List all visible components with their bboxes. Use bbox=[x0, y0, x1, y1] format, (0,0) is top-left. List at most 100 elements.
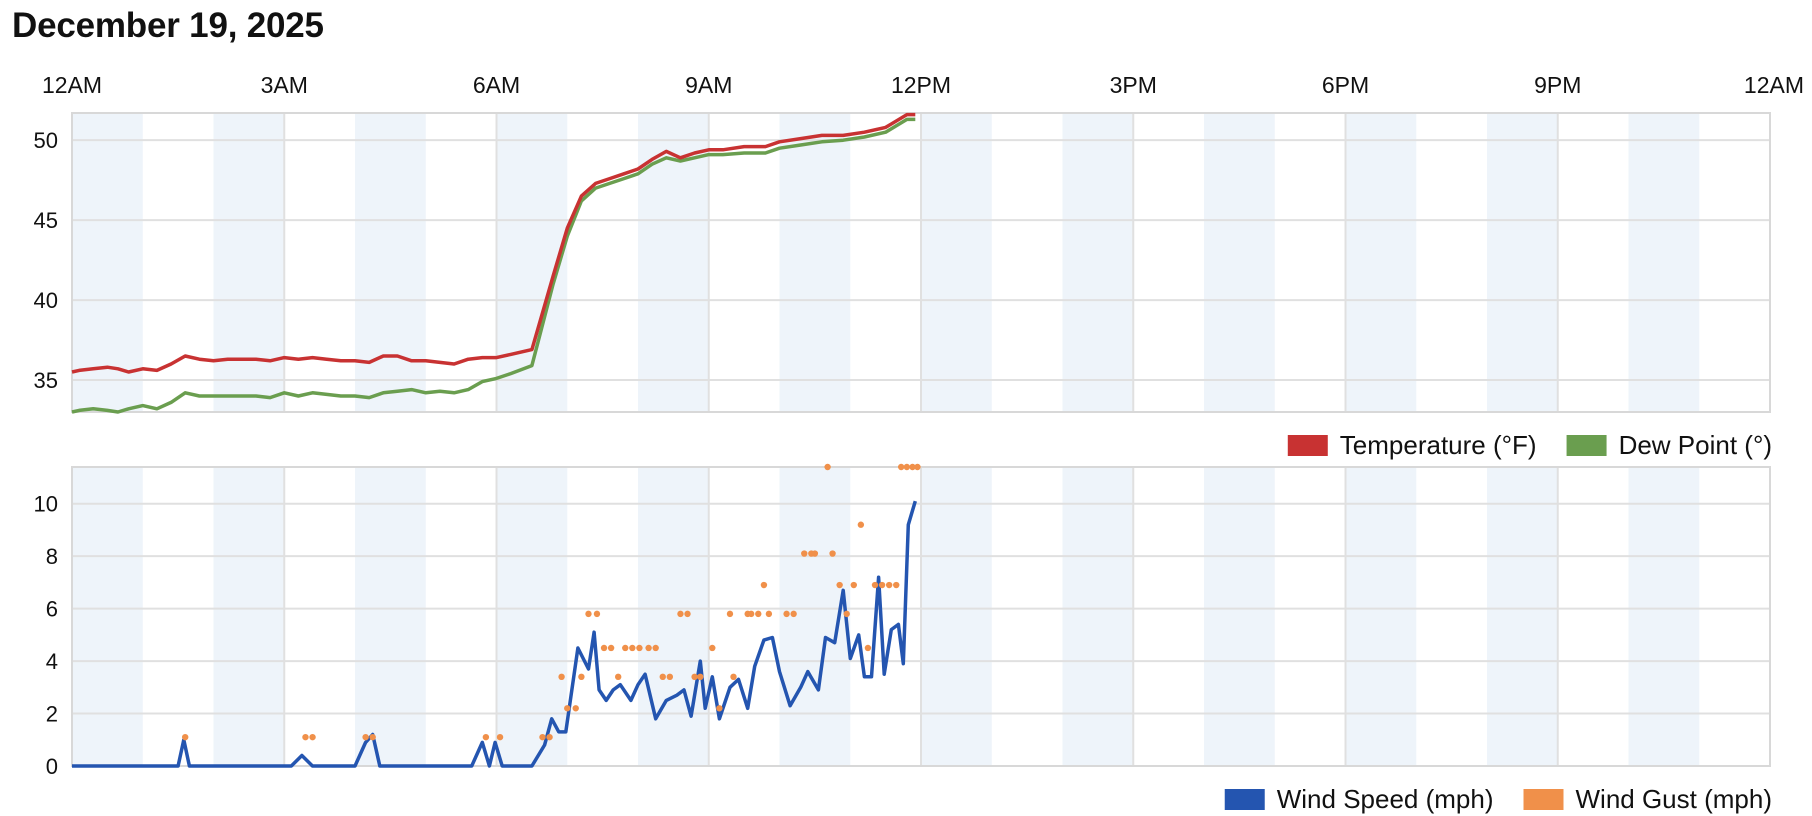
wind-gust-point bbox=[564, 705, 571, 712]
wind-gust-point bbox=[857, 521, 865, 528]
x-tick-label: 12AM bbox=[1744, 72, 1804, 98]
hour-band bbox=[1487, 113, 1558, 412]
hour-band bbox=[1487, 467, 1558, 766]
hour-band bbox=[72, 113, 143, 412]
x-tick-label: 6PM bbox=[1322, 72, 1369, 98]
x-tick-label: 6AM bbox=[473, 72, 520, 98]
wind-gust-point bbox=[726, 610, 734, 618]
wind-gust-point bbox=[850, 581, 857, 589]
wind-gust-point bbox=[369, 733, 376, 741]
wind-gust-point bbox=[666, 673, 674, 681]
temperature-line bbox=[71, 112, 916, 374]
wind-gust-point bbox=[748, 610, 755, 618]
wind-gust-point bbox=[755, 610, 762, 618]
wind-gust-point bbox=[182, 733, 189, 741]
wind-gust-point bbox=[578, 673, 585, 681]
wind-gust-point bbox=[645, 644, 652, 652]
x-axis-time-labels: 12AM 3AM 6AM 9AM 12PM 3PM 6PM 9PM 12AM bbox=[42, 72, 1804, 98]
wind-gust-point bbox=[539, 733, 546, 741]
wind-panel-frame bbox=[71, 466, 1771, 767]
hour-band bbox=[921, 467, 992, 766]
wind-gust-point bbox=[309, 733, 316, 741]
wind-gust-point bbox=[572, 705, 579, 712]
x-tick-label: 3PM bbox=[1110, 72, 1157, 98]
dew-point-line bbox=[71, 117, 916, 414]
legend-swatch bbox=[1566, 435, 1607, 456]
wind-gust-point bbox=[659, 673, 666, 681]
wind-gust-point bbox=[546, 733, 553, 741]
y-tick-label: 35 bbox=[34, 368, 58, 393]
legend-swatch bbox=[1287, 435, 1328, 456]
wind-gust-point bbox=[885, 581, 893, 589]
wind-gust-point bbox=[871, 581, 879, 589]
hour-band bbox=[1628, 467, 1700, 766]
wind-gust-point bbox=[482, 733, 490, 741]
wind-gust-point bbox=[909, 463, 916, 471]
wind-gust-point bbox=[897, 463, 905, 471]
y-tick-label: 6 bbox=[46, 597, 58, 622]
wind-gust-point bbox=[302, 733, 309, 741]
page-title: December 19, 2025 bbox=[12, 6, 324, 45]
hour-band bbox=[1345, 467, 1417, 766]
wind-gust-point bbox=[730, 673, 737, 681]
wind-gust-point bbox=[903, 463, 911, 471]
legend-label: Wind Gust (mph) bbox=[1576, 784, 1773, 814]
temperature-legend: Dew Point (°) Temperature (°F) bbox=[1287, 430, 1772, 460]
wind-panel: 0 2 4 6 8 10 bbox=[34, 463, 1771, 779]
wind-gust-point bbox=[760, 581, 768, 589]
wind-gust-point bbox=[614, 673, 622, 681]
hour-band bbox=[213, 467, 285, 766]
y-tick-label: 50 bbox=[34, 128, 58, 153]
hour-band bbox=[213, 113, 285, 412]
wind-gust-point bbox=[607, 644, 615, 652]
x-tick-label: 12PM bbox=[891, 72, 951, 98]
wind-gust-point bbox=[811, 550, 819, 557]
y-tick-label: 0 bbox=[46, 754, 58, 779]
y-tick-label: 10 bbox=[34, 492, 58, 517]
wind-gust-point bbox=[652, 644, 659, 652]
legend-swatch bbox=[1523, 789, 1564, 810]
y-tick-label: 2 bbox=[46, 702, 58, 727]
wind-legend: Wind Gust (mph) Wind Speed (mph) bbox=[1224, 784, 1773, 814]
x-tick-label: 9PM bbox=[1534, 72, 1581, 98]
wind-gust-point bbox=[496, 733, 504, 741]
x-tick-label: 3AM bbox=[261, 72, 308, 98]
y-tick-label: 8 bbox=[46, 544, 58, 569]
legend-swatch bbox=[1224, 789, 1265, 810]
hour-band bbox=[638, 467, 709, 766]
legend-label: Wind Speed (mph) bbox=[1277, 784, 1494, 814]
wind-gust-point bbox=[558, 673, 565, 681]
hour-band bbox=[355, 467, 426, 766]
wind-gust-point bbox=[593, 610, 601, 618]
x-tick-label: 9AM bbox=[685, 72, 732, 98]
wind-gust-point bbox=[622, 644, 629, 652]
hour-band bbox=[355, 113, 426, 412]
temp-panel-frame bbox=[71, 112, 1771, 413]
wind-gust-point bbox=[893, 581, 900, 589]
hour-band bbox=[72, 467, 143, 766]
wind-gust-point bbox=[585, 610, 592, 618]
hour-band bbox=[1345, 113, 1417, 412]
hour-band bbox=[1628, 113, 1700, 412]
wind-gust-point bbox=[878, 581, 886, 589]
wind-gust-point bbox=[790, 610, 797, 618]
legend-label: Temperature (°F) bbox=[1340, 430, 1537, 460]
wind-gust-point bbox=[691, 673, 698, 681]
temperature-dewpoint-panel: 35 40 45 50 bbox=[34, 112, 1771, 414]
wind-gust-point bbox=[677, 610, 684, 618]
hour-band bbox=[1204, 467, 1275, 766]
wind-gust-point bbox=[783, 610, 790, 618]
wind-gust-point bbox=[629, 644, 636, 652]
hour-band bbox=[1062, 113, 1134, 412]
wind-gust-point bbox=[697, 673, 704, 681]
y-tick-label: 45 bbox=[34, 208, 58, 233]
wind-gust-point bbox=[709, 644, 716, 652]
hour-band bbox=[1062, 467, 1134, 766]
wind-gust-point bbox=[829, 550, 836, 557]
hour-band bbox=[921, 113, 992, 412]
wind-gust-point bbox=[684, 610, 691, 618]
hour-band bbox=[496, 467, 568, 766]
x-tick-label: 12AM bbox=[42, 72, 102, 98]
wind-gust-point bbox=[636, 644, 643, 652]
